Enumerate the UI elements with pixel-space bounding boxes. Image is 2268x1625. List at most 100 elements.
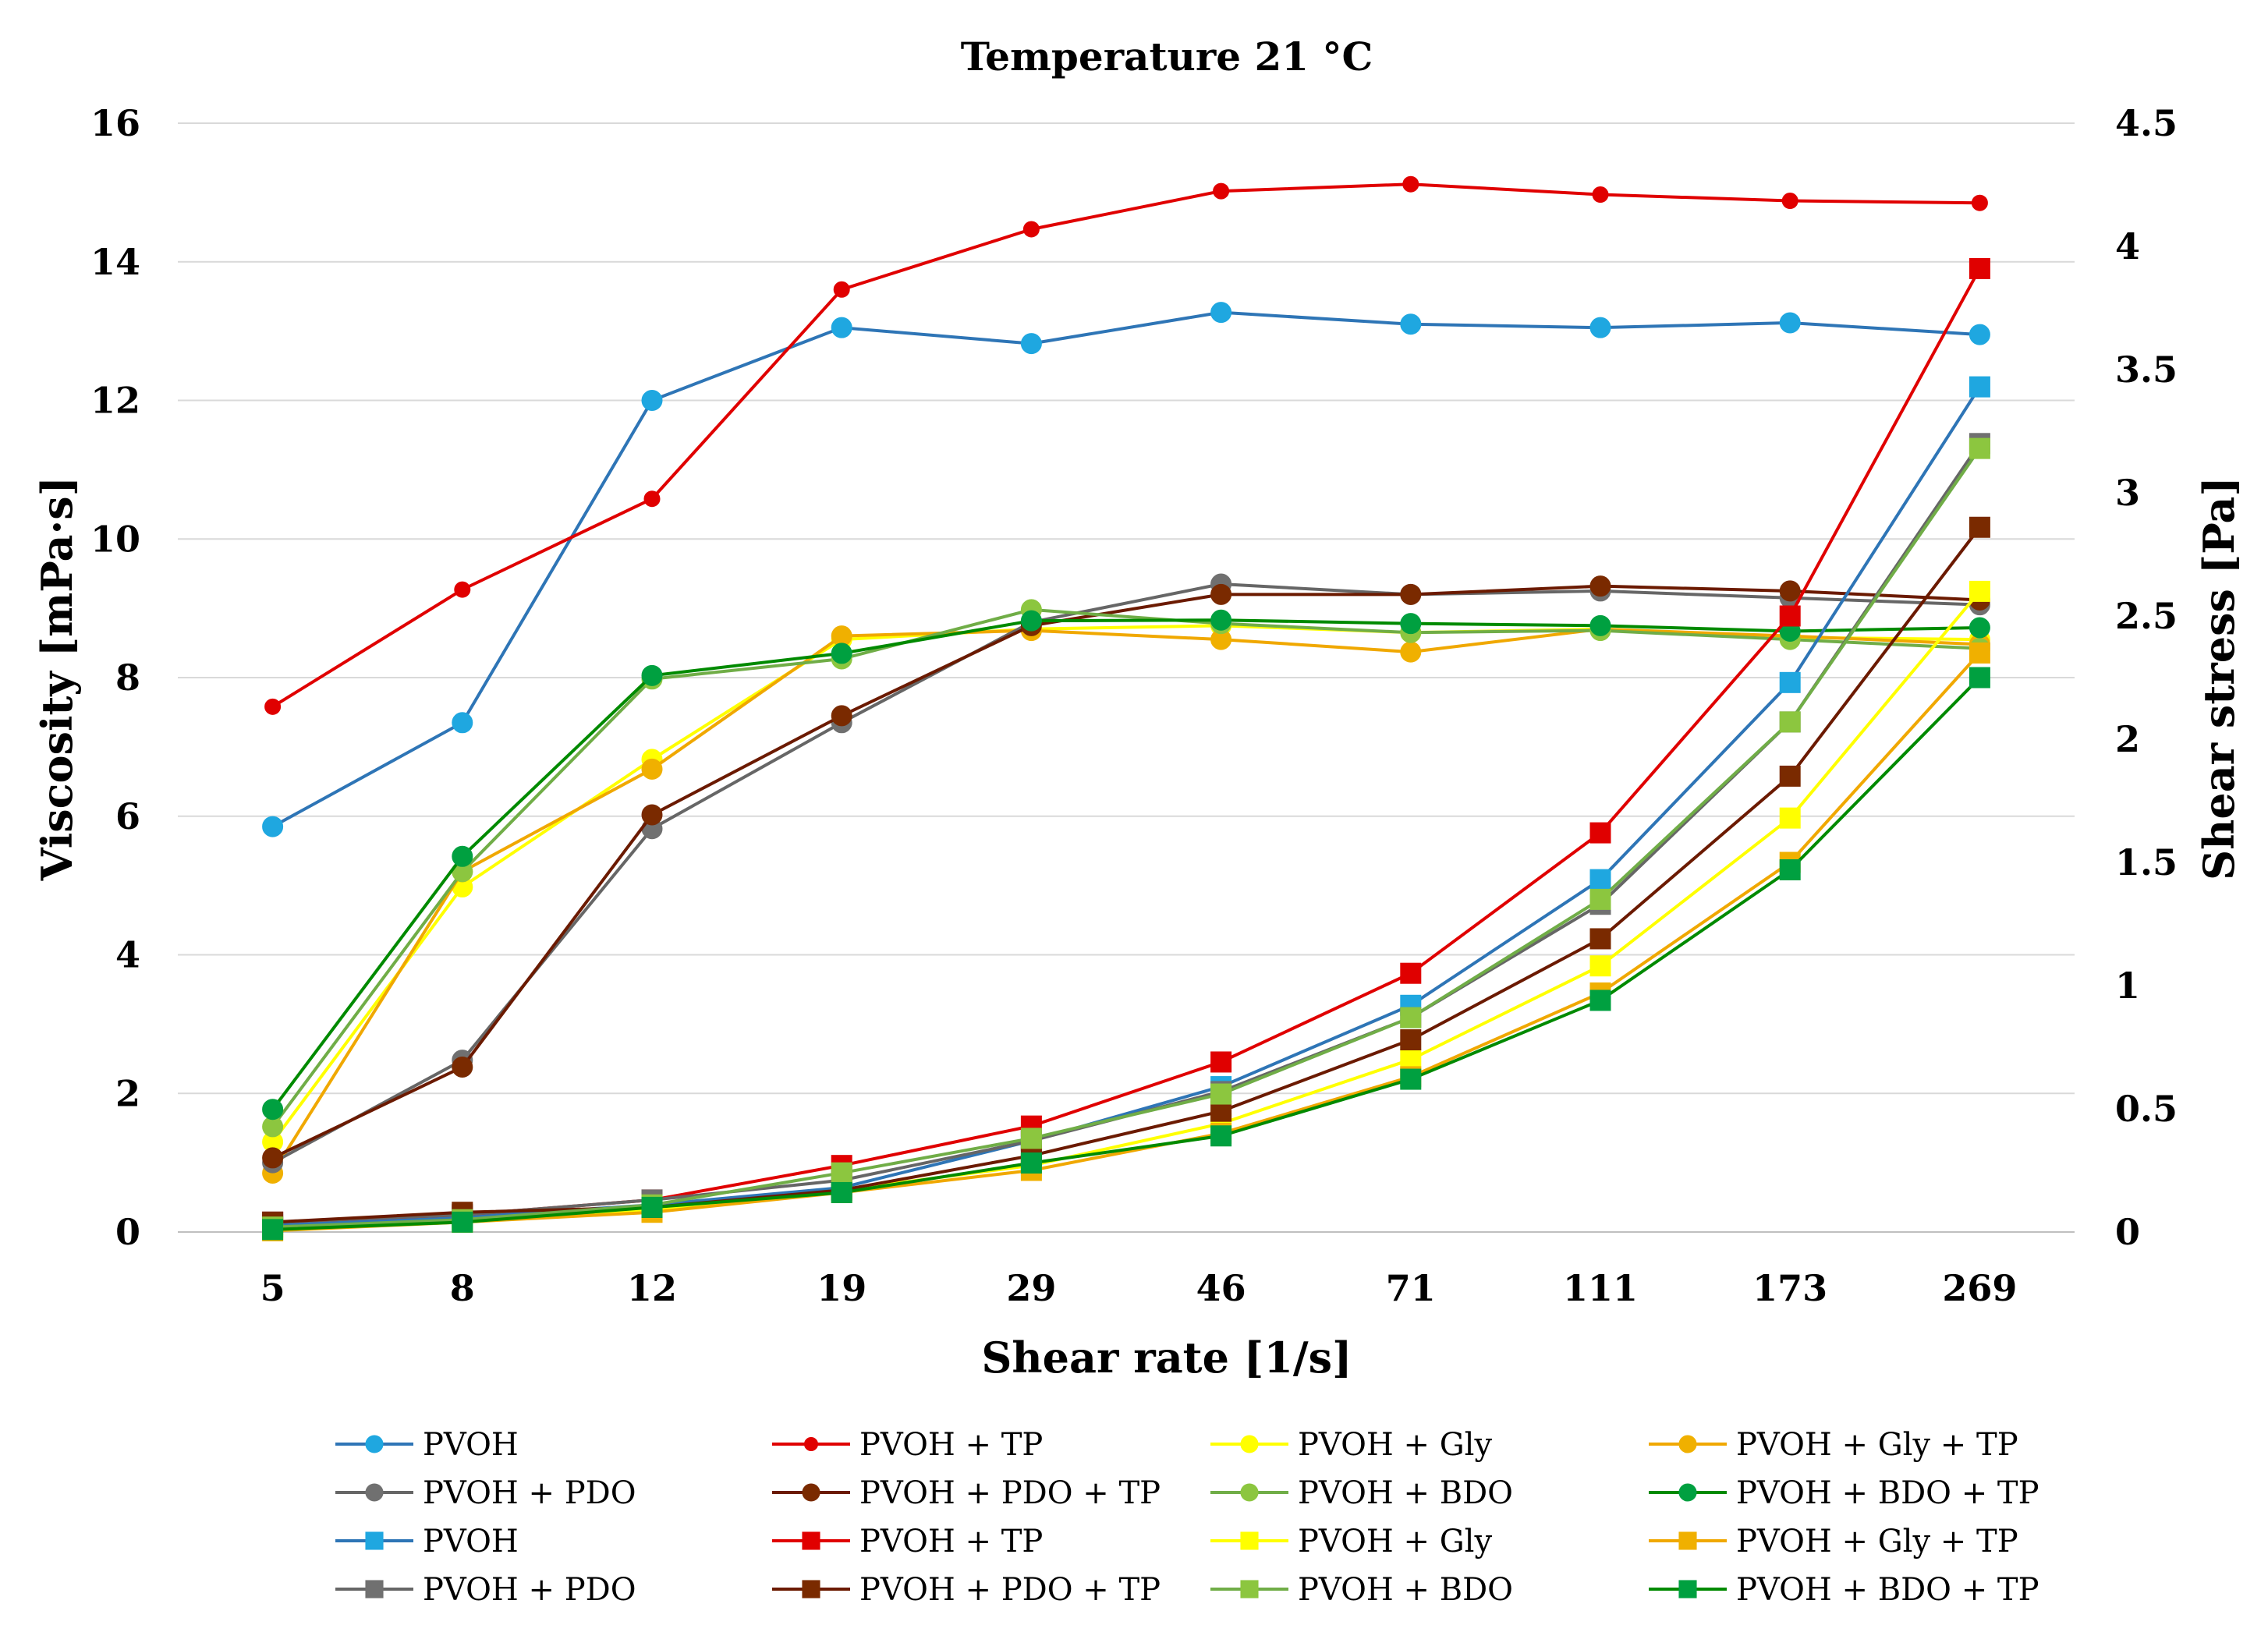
y2-tick-label: 1 <box>2115 965 2140 1007</box>
data-point <box>1781 193 1798 210</box>
data-point <box>1589 317 1611 338</box>
x-axis-label: Shear rate [1/s] <box>981 1333 1352 1382</box>
y-tick-label: 10 <box>90 518 140 560</box>
data-point <box>1020 333 1042 355</box>
legend-marker <box>1240 1483 1259 1502</box>
legend-item: PVOH + BDO <box>1210 1572 1513 1608</box>
y-tick-label: 14 <box>90 241 140 283</box>
legend-item: PVOH + TP <box>772 1427 1043 1463</box>
legend-item: PVOH + PDO <box>335 1572 636 1608</box>
legend-marker <box>1678 1531 1697 1550</box>
chart-title: Temperature 21 °C <box>961 34 1373 80</box>
y2-tick-label: 2.5 <box>2115 595 2178 637</box>
y2-tick-label: 2 <box>2115 718 2140 760</box>
legend-marker <box>1240 1580 1259 1598</box>
data-point <box>1589 990 1611 1011</box>
series-line <box>272 526 1981 1224</box>
data-point <box>1969 257 1990 279</box>
data-point <box>1400 641 1422 663</box>
data-point <box>1589 575 1611 597</box>
data-point <box>1400 1068 1422 1090</box>
data-point <box>1020 610 1042 632</box>
data-point <box>1779 807 1801 829</box>
x-tick-label: 12 <box>627 1267 677 1309</box>
legend-marker <box>365 1483 384 1502</box>
x-tick-label: 19 <box>817 1267 866 1309</box>
data-point <box>641 758 663 780</box>
data-point <box>1400 313 1422 335</box>
series-viscosity-0 <box>262 302 1990 837</box>
data-point <box>262 816 284 837</box>
data-point <box>831 643 852 664</box>
legend-label: PVOH <box>423 1524 519 1560</box>
data-point <box>1969 667 1990 689</box>
y-tick-label: 0 <box>115 1211 140 1253</box>
data-point <box>1969 376 1990 398</box>
x-tick-label: 269 <box>1942 1267 2017 1309</box>
y-tick-label: 2 <box>115 1072 140 1114</box>
data-point <box>1779 765 1801 787</box>
data-point <box>1210 1083 1232 1105</box>
legend-item: PVOH + BDO + TP <box>1649 1475 2039 1511</box>
data-point <box>831 1181 852 1203</box>
legend-item: PVOH + Gly <box>1210 1427 1492 1463</box>
x-tick-label: 46 <box>1196 1267 1246 1309</box>
legend-marker <box>365 1580 384 1598</box>
data-point <box>1589 822 1611 844</box>
data-point <box>1779 580 1801 602</box>
data-point <box>1020 1128 1042 1149</box>
legend-item: PVOH + PDO + TP <box>772 1475 1161 1511</box>
legend-item: PVOH + BDO + TP <box>1649 1572 2039 1608</box>
legend-marker <box>365 1435 384 1453</box>
y2-tick-label: 1.5 <box>2115 841 2178 883</box>
data-point <box>1969 617 1990 639</box>
data-point <box>1400 962 1422 984</box>
legend-marker <box>1678 1435 1697 1453</box>
data-point <box>833 281 850 298</box>
data-point <box>1969 437 1990 459</box>
legend-label: PVOH + BDO + TP <box>1736 1572 2039 1608</box>
data-point <box>1969 324 1990 345</box>
data-point <box>1589 869 1611 890</box>
data-point <box>1589 955 1611 977</box>
legend-marker <box>1678 1483 1697 1502</box>
data-point <box>1210 302 1232 324</box>
x-axis: 5 8 12 19 29 46 71 111 173 269 <box>260 1267 2018 1309</box>
data-point <box>1210 609 1232 631</box>
legend-label: PVOH + TP <box>859 1524 1043 1560</box>
data-point <box>1779 711 1801 733</box>
data-point <box>1400 613 1422 635</box>
y-tick-label: 8 <box>115 657 140 699</box>
data-point <box>1589 614 1611 636</box>
legend-item: PVOH <box>335 1427 519 1463</box>
data-point <box>262 1219 284 1241</box>
series-line <box>271 584 1980 1159</box>
legend-label: PVOH + PDO <box>423 1475 636 1511</box>
legend-label: PVOH + PDO <box>423 1572 636 1608</box>
legend-item: PVOH + PDO <box>335 1475 636 1511</box>
data-point <box>452 845 473 867</box>
x-tick-label: 71 <box>1386 1267 1436 1309</box>
data-point <box>641 804 663 826</box>
legend-item: PVOH + Gly + TP <box>1649 1524 2018 1560</box>
legend-label: PVOH + Gly + TP <box>1736 1427 2018 1463</box>
series-line <box>271 310 1980 828</box>
y-tick-label: 12 <box>90 380 140 422</box>
data-point <box>641 1196 663 1218</box>
data-point <box>262 1099 284 1121</box>
data-point <box>1969 580 1990 602</box>
series-line <box>272 447 1982 1229</box>
plot-area <box>262 175 1990 1241</box>
data-point <box>1779 671 1801 693</box>
data-point <box>1589 888 1611 910</box>
data-point <box>1402 175 1419 193</box>
legend-label: PVOH + PDO + TP <box>859 1475 1161 1511</box>
y2-tick-label: 3.5 <box>2115 349 2178 391</box>
data-point <box>1210 583 1232 605</box>
legend-label: PVOH + Gly <box>1298 1524 1492 1560</box>
series-line <box>271 582 1980 1164</box>
series-line <box>272 676 1981 1231</box>
y2-tick-label: 0 <box>2115 1211 2140 1253</box>
